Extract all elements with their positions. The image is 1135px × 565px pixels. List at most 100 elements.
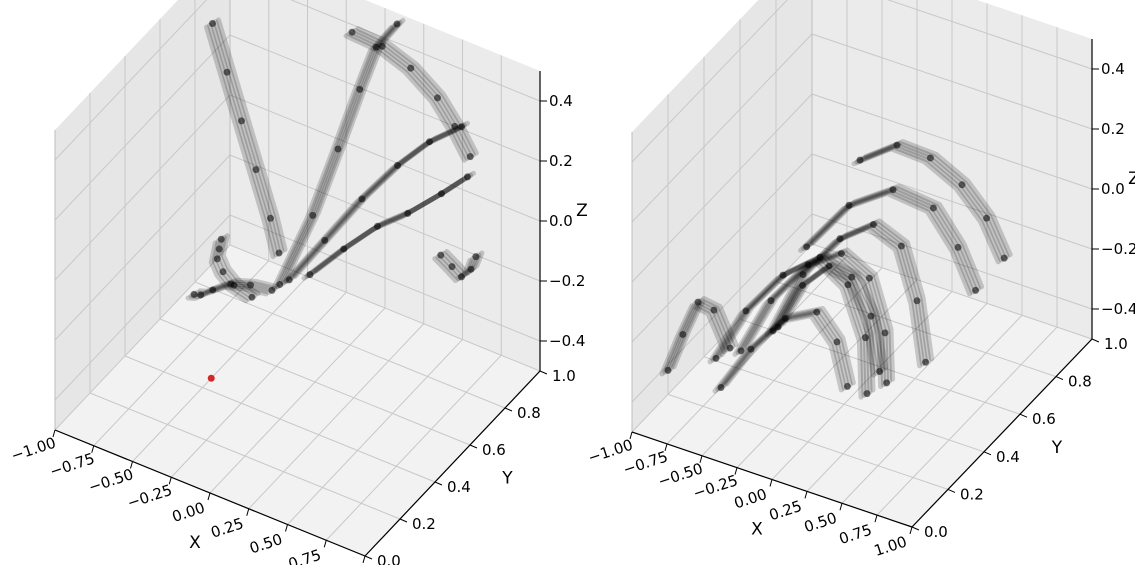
z-grid-side xyxy=(631,93,813,283)
x-grid-floor xyxy=(287,339,463,525)
trajectory-point xyxy=(781,314,789,322)
x-grid-floor xyxy=(170,291,347,478)
trajectory-point xyxy=(451,122,459,130)
x-grid-floor xyxy=(736,279,918,468)
z-grid-side xyxy=(54,94,231,281)
y-grid-floor xyxy=(775,281,1057,378)
y-grid-floor xyxy=(124,355,436,483)
trajectory-path xyxy=(798,190,973,297)
z-tick-label: −0.4 xyxy=(549,332,585,350)
trajectory-point xyxy=(458,273,465,281)
x-tick-label: 0.75 xyxy=(286,546,323,565)
trajectory-point xyxy=(407,64,415,72)
trajectory-point xyxy=(190,290,198,298)
z-grid-back xyxy=(229,94,541,222)
x-tick xyxy=(323,540,327,548)
trajectory-point xyxy=(309,211,317,219)
trajectory-point xyxy=(356,85,364,93)
trajectory-point xyxy=(248,293,256,301)
trajectory-point xyxy=(1000,254,1008,262)
trajectory-point xyxy=(434,94,441,102)
z-tick-label: 0.2 xyxy=(549,152,573,170)
z-grid-back xyxy=(229,34,541,162)
trajectory-point xyxy=(372,43,380,51)
y-axis-label: Y xyxy=(501,469,513,489)
trajectory-path xyxy=(718,309,850,390)
x-tick xyxy=(874,514,878,523)
y-tick-label: 0.8 xyxy=(1068,373,1092,391)
x-tick-label: −1.00 xyxy=(9,434,58,465)
x-tick xyxy=(664,443,668,452)
x-grid-floor xyxy=(771,291,953,480)
z-grid-side xyxy=(54,0,208,161)
trajectory-point xyxy=(958,181,966,189)
side-pane xyxy=(632,0,812,432)
x-tick xyxy=(285,524,288,532)
trajectory-point xyxy=(217,235,225,243)
trajectory-path xyxy=(810,183,985,290)
trajectory-point xyxy=(438,190,445,198)
trajectory-path xyxy=(355,26,479,156)
trajectory-point xyxy=(767,297,775,305)
x-tick-label: −0.50 xyxy=(86,465,135,496)
y-tick xyxy=(983,451,992,456)
trajectory-point xyxy=(845,201,853,209)
trajectory-path xyxy=(707,258,864,400)
trajectory-point xyxy=(843,382,851,390)
trajectory-path xyxy=(804,187,979,293)
x-grid-floor xyxy=(841,314,1023,504)
z-grid-side xyxy=(54,214,231,401)
x-tick xyxy=(168,477,172,485)
x-axis-label: X xyxy=(751,520,763,540)
highlight-point xyxy=(207,374,215,382)
z-grid-back xyxy=(811,93,1093,190)
y-grid-floor xyxy=(739,318,1021,415)
trajectory-path xyxy=(807,185,982,292)
trajectory-path xyxy=(769,266,877,378)
z-tick-label: 0.0 xyxy=(549,212,573,230)
trajectory-point xyxy=(334,145,342,153)
trajectory-path xyxy=(671,296,739,370)
x-grid-floor xyxy=(701,267,883,457)
y-tick-label: 0.0 xyxy=(924,523,948,541)
trajectory-point xyxy=(833,338,841,346)
trajectory-path xyxy=(280,19,403,286)
trajectory-point xyxy=(844,281,852,289)
trajectory-path xyxy=(220,233,261,297)
x-tick xyxy=(246,508,250,516)
trajectory-point xyxy=(378,42,386,50)
trajectory-point xyxy=(247,281,254,289)
trajectory-point xyxy=(897,242,905,250)
trajectory-path xyxy=(851,146,1001,265)
trajectory-point xyxy=(679,330,687,338)
trajectory-point xyxy=(694,298,702,306)
y-tick xyxy=(469,444,478,449)
trajectory-point xyxy=(856,156,864,164)
trajectory-point xyxy=(252,166,260,174)
x-grid-floor xyxy=(806,303,988,492)
trajectory-point xyxy=(726,344,734,352)
trajectory-path xyxy=(208,240,249,304)
trajectory-path xyxy=(283,17,406,284)
trajectory-path xyxy=(772,265,880,376)
y-tick-label: 1.0 xyxy=(552,367,576,385)
x-grid-floor xyxy=(666,255,848,445)
z-grid-side xyxy=(631,153,813,343)
z-tick-label: 0.0 xyxy=(1101,180,1125,198)
trajectory-path xyxy=(719,251,876,393)
y-grid-floor xyxy=(811,243,1093,340)
trajectory-point xyxy=(404,209,412,217)
x-tick-label: 0.00 xyxy=(170,499,207,526)
z-grid-side xyxy=(54,34,231,221)
z-grid-side xyxy=(631,33,813,223)
z-tick-label: 0.4 xyxy=(1101,60,1125,78)
trajectory-path xyxy=(432,256,473,283)
y-axis-line xyxy=(364,370,541,557)
trajectory-point xyxy=(816,253,824,261)
trajectory-point xyxy=(197,291,205,299)
trajectory-path xyxy=(352,27,476,158)
trajectory-path xyxy=(854,144,1004,263)
x-tick xyxy=(769,479,773,487)
z-grid-back xyxy=(811,213,1093,310)
y-tick xyxy=(539,370,548,375)
